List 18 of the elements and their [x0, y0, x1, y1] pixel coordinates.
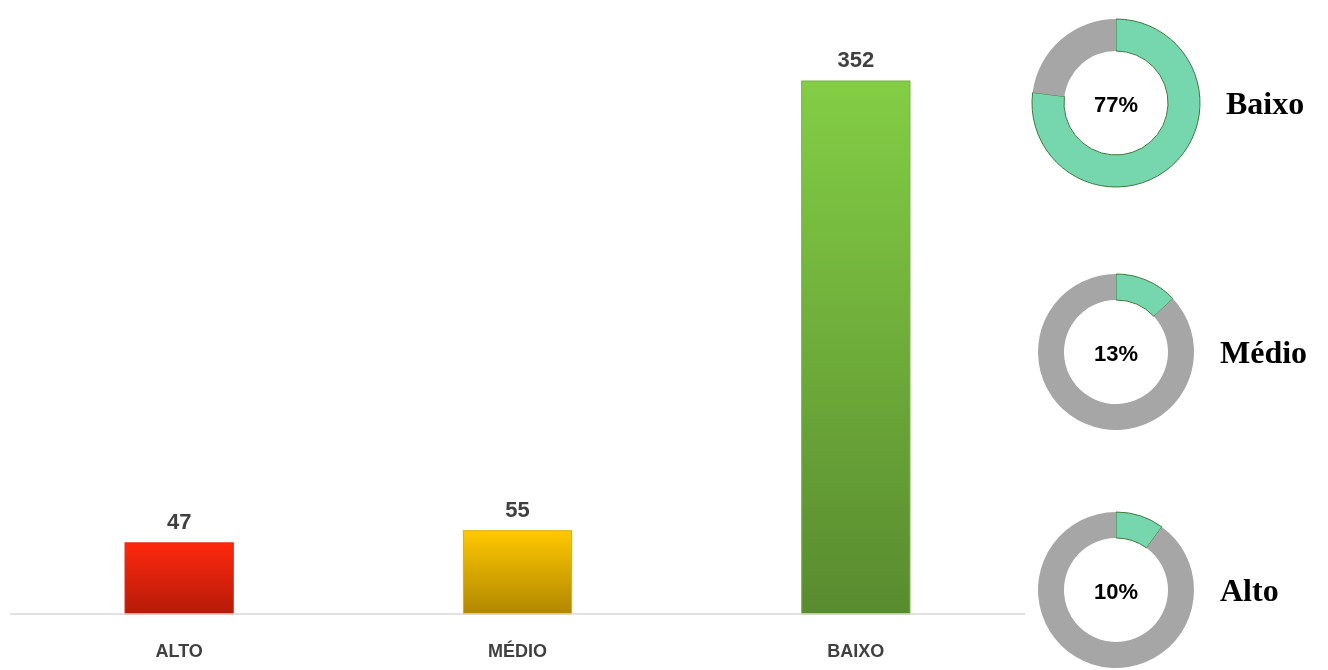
text: 77% [1093, 92, 1139, 117]
donut-slice [1038, 512, 1194, 668]
donut-slice [1115, 511, 1163, 549]
x-tick-label: ALTO [155, 641, 203, 661]
text: Médio [1220, 334, 1308, 370]
x-tick-label: BAIXO [827, 641, 885, 661]
data-label: 352 [837, 47, 875, 72]
text: Baixo [1226, 85, 1305, 121]
data-label: 55 [505, 496, 530, 522]
donut-slice [1031, 18, 1201, 188]
text: Alto [1220, 572, 1279, 608]
donut-slice [1032, 19, 1116, 97]
donut-slice [1115, 273, 1174, 317]
text: 13% [1093, 341, 1139, 366]
x-tick-label: MÉDIO [487, 640, 548, 661]
text: 10% [1093, 579, 1139, 604]
donut-slice [1038, 274, 1194, 430]
data-label: 47 [166, 508, 192, 534]
